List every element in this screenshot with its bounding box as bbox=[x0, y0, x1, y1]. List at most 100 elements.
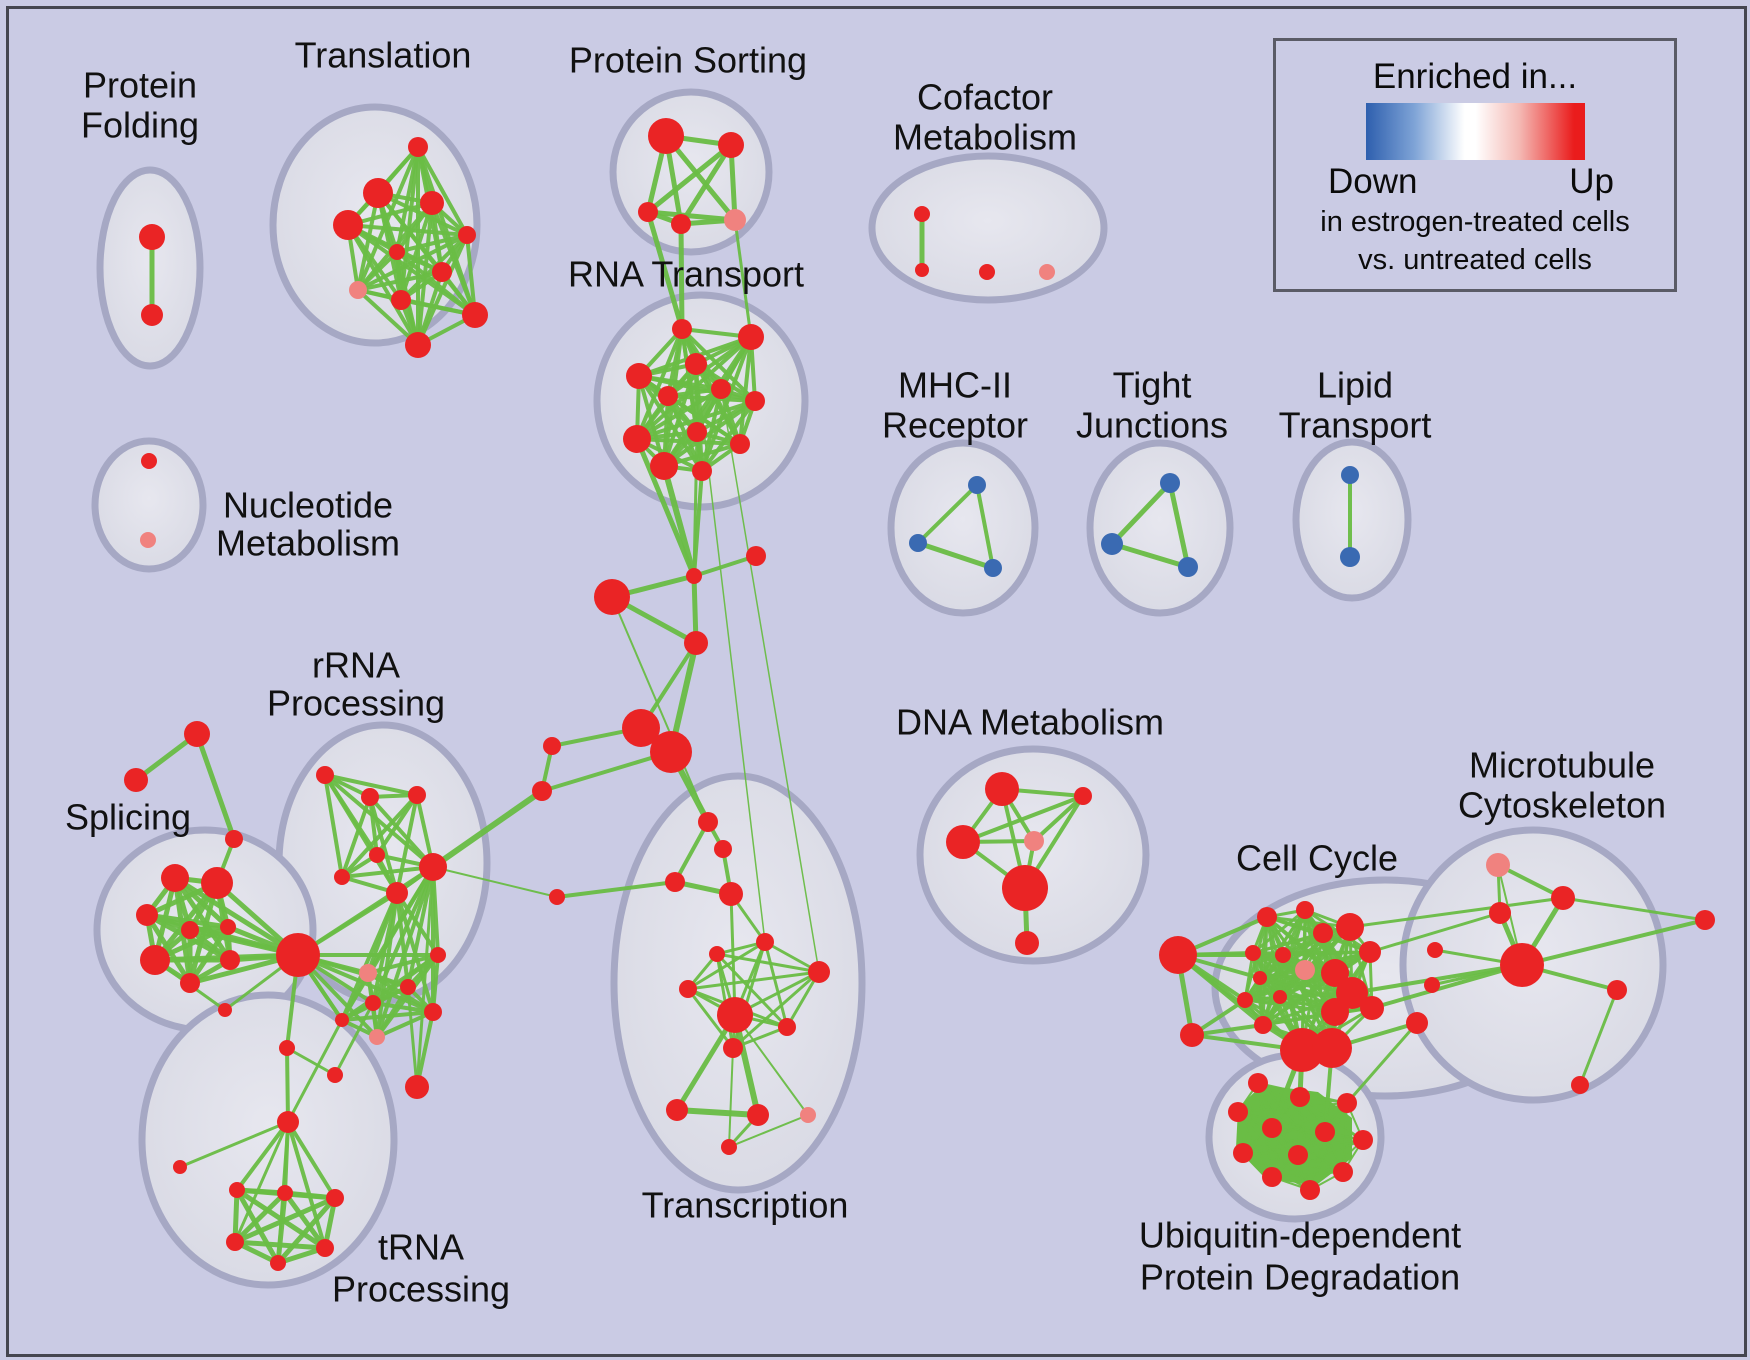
network-edge bbox=[286, 1120, 337, 1200]
network-node bbox=[226, 1233, 244, 1251]
network-edge bbox=[232, 1190, 288, 1245]
network-node bbox=[277, 1111, 299, 1133]
network-node bbox=[717, 997, 753, 1033]
network-node bbox=[369, 847, 385, 863]
network-edge bbox=[430, 788, 545, 870]
network-node bbox=[277, 1185, 293, 1201]
network-node bbox=[276, 933, 320, 977]
network-edge bbox=[720, 388, 820, 973]
network-edge bbox=[395, 233, 469, 254]
network-edge bbox=[728, 1114, 809, 1148]
cluster-label-mhc-ii-receptor: Receptor bbox=[882, 405, 1028, 446]
cluster-label-ubiquitin-degradation: Ubiquitin-dependent bbox=[1139, 1215, 1461, 1256]
network-node bbox=[532, 781, 552, 801]
network-edge bbox=[763, 940, 789, 1029]
cluster-label-trna-processing: Processing bbox=[332, 1269, 510, 1310]
network-node bbox=[1695, 910, 1715, 930]
network-node bbox=[141, 453, 157, 469]
legend-up-label: Up bbox=[1569, 162, 1614, 201]
network-node bbox=[419, 853, 447, 881]
network-node bbox=[984, 559, 1002, 577]
network-node bbox=[650, 452, 678, 480]
network-edge bbox=[375, 1010, 435, 1039]
network-node bbox=[327, 1067, 343, 1083]
network-edge bbox=[194, 731, 237, 842]
network-edge bbox=[1496, 863, 1565, 900]
network-edge bbox=[172, 875, 233, 963]
network-edge bbox=[323, 773, 344, 879]
network-edge bbox=[356, 250, 399, 292]
cluster-label-microtubule-cytoskeleton: Cytoskeleton bbox=[1458, 785, 1666, 826]
network-edge bbox=[634, 436, 697, 579]
network-node bbox=[1262, 1118, 1282, 1138]
legend-box: Enriched in... Down Up in estrogen-treat… bbox=[1273, 38, 1677, 292]
network-node bbox=[1280, 1028, 1324, 1072]
network-node bbox=[1101, 533, 1123, 555]
network-node bbox=[405, 332, 431, 358]
network-edge bbox=[715, 952, 789, 1029]
network-node bbox=[679, 980, 697, 998]
network-node bbox=[915, 263, 929, 277]
network-edge bbox=[1271, 1102, 1348, 1129]
nodes-layer bbox=[124, 118, 1715, 1271]
cluster-ellipse-cofactor-metabolism bbox=[868, 152, 1108, 304]
network-edge bbox=[275, 1195, 338, 1266]
network-edge bbox=[285, 1046, 337, 1077]
network-node bbox=[718, 132, 744, 158]
network-node bbox=[220, 950, 240, 970]
network-node bbox=[334, 869, 350, 885]
network-node bbox=[979, 264, 995, 280]
cluster-label-lipid-transport: Transport bbox=[1279, 405, 1432, 446]
network-edge bbox=[692, 430, 699, 578]
network-edge bbox=[333, 1001, 375, 1077]
network-node bbox=[946, 825, 980, 859]
network-node bbox=[738, 324, 764, 350]
network-node bbox=[1333, 1162, 1353, 1182]
network-node bbox=[181, 921, 199, 939]
cluster-label-protein-sorting: Protein Sorting bbox=[569, 40, 807, 81]
network-node bbox=[363, 178, 393, 208]
network-node bbox=[1160, 473, 1180, 493]
network-edge bbox=[674, 1012, 738, 1113]
cluster-ellipse-protein-sorting bbox=[609, 88, 773, 256]
network-edge bbox=[1109, 541, 1191, 570]
network-node bbox=[1312, 1028, 1352, 1068]
network-node bbox=[184, 721, 210, 747]
network-node bbox=[626, 363, 652, 389]
network-node bbox=[1024, 831, 1044, 851]
network-node bbox=[1360, 996, 1384, 1020]
network-node bbox=[622, 709, 660, 747]
network-node bbox=[225, 830, 243, 848]
network-node bbox=[698, 812, 718, 832]
network-node bbox=[279, 1040, 295, 1056]
network-edge bbox=[415, 865, 435, 1089]
network-node bbox=[400, 979, 416, 995]
cluster-label-microtubule-cytoskeleton: Microtubule bbox=[1469, 745, 1655, 786]
network-edge bbox=[340, 865, 435, 879]
network-node bbox=[1321, 998, 1349, 1026]
cluster-label-mhc-ii-receptor: MHC-II bbox=[898, 365, 1012, 406]
network-edge bbox=[366, 865, 435, 975]
network-edge bbox=[233, 1120, 290, 1244]
network-node bbox=[1340, 547, 1360, 567]
network-edge bbox=[465, 233, 477, 317]
network-node bbox=[719, 882, 743, 906]
network-node bbox=[594, 579, 630, 615]
network-node bbox=[220, 919, 236, 935]
network-edge bbox=[1271, 1102, 1348, 1178]
network-node bbox=[316, 766, 334, 784]
network-edge bbox=[1297, 1139, 1364, 1156]
network-edge bbox=[431, 953, 440, 1014]
network-node bbox=[1296, 901, 1314, 919]
network-node bbox=[909, 534, 927, 552]
network-node bbox=[408, 137, 428, 157]
network-edge bbox=[540, 750, 673, 793]
network-edge bbox=[1032, 794, 1085, 843]
network-node bbox=[746, 546, 766, 566]
network-node bbox=[671, 214, 691, 234]
network-node bbox=[1178, 557, 1198, 577]
cluster-label-rna-transport: RNA Transport bbox=[568, 254, 804, 295]
cluster-label-cofactor-metabolism: Metabolism bbox=[893, 117, 1077, 158]
